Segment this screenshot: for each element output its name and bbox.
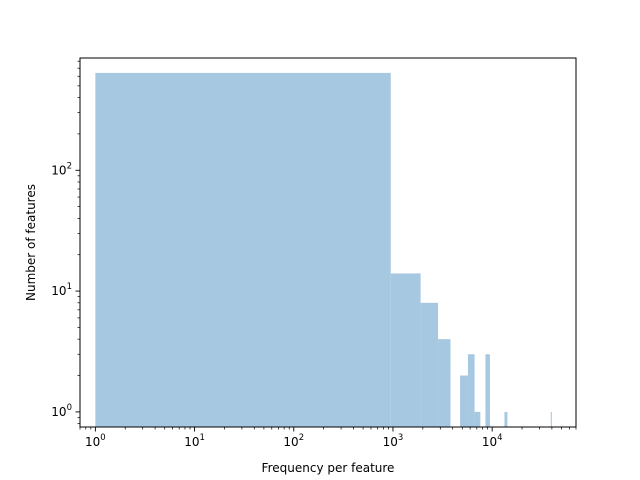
x-tick-label-0: 100 <box>85 433 106 449</box>
histogram-bar-2 <box>420 302 439 427</box>
x-tick-label-3: 103 <box>383 433 404 449</box>
histogram-bar-5 <box>467 354 475 427</box>
histogram-bar-9 <box>550 411 552 427</box>
x-tick-label-1: 101 <box>184 433 205 449</box>
y-tick-label-1: 101 <box>51 282 72 298</box>
x-tick-label-2: 102 <box>283 433 304 449</box>
histogram-bar-6 <box>474 411 481 427</box>
ticks-layer: 100 101 102 103 104 100 101 102 <box>51 60 577 449</box>
x-axis-label: Frequency per feature <box>262 461 395 475</box>
x-tick-label-4: 104 <box>482 433 503 449</box>
histogram-bar-8 <box>504 411 508 427</box>
histogram-bar-7 <box>485 354 490 427</box>
histogram-bar-4 <box>460 375 468 427</box>
histogram-bar-3 <box>438 339 451 427</box>
histogram-bar-0 <box>95 72 391 428</box>
y-tick-label-2: 102 <box>51 161 72 177</box>
y-axis-label: Number of features <box>24 184 38 301</box>
plot-frame <box>79 57 577 428</box>
y-tick-label-0: 100 <box>51 403 72 419</box>
histogram-bar-1 <box>390 273 421 427</box>
bars-layer <box>95 72 552 428</box>
